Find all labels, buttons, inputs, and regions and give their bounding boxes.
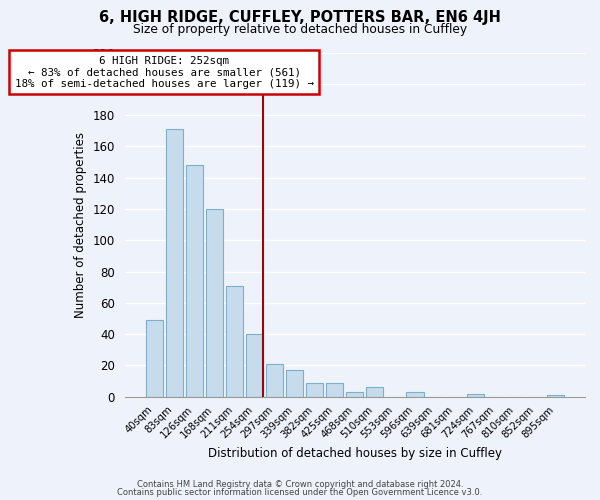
Bar xyxy=(306,382,323,397)
Bar xyxy=(166,129,182,397)
Bar xyxy=(406,392,424,397)
X-axis label: Distribution of detached houses by size in Cuffley: Distribution of detached houses by size … xyxy=(208,447,502,460)
Bar xyxy=(146,320,163,397)
Bar xyxy=(346,392,364,397)
Y-axis label: Number of detached properties: Number of detached properties xyxy=(74,132,87,318)
Text: 6 HIGH RIDGE: 252sqm
← 83% of detached houses are smaller (561)
18% of semi-deta: 6 HIGH RIDGE: 252sqm ← 83% of detached h… xyxy=(14,56,314,89)
Bar xyxy=(206,209,223,397)
Bar xyxy=(185,165,203,397)
Bar xyxy=(286,370,303,397)
Text: Contains HM Land Registry data © Crown copyright and database right 2024.: Contains HM Land Registry data © Crown c… xyxy=(137,480,463,489)
Bar xyxy=(547,395,564,397)
Bar xyxy=(467,394,484,397)
Text: 6, HIGH RIDGE, CUFFLEY, POTTERS BAR, EN6 4JH: 6, HIGH RIDGE, CUFFLEY, POTTERS BAR, EN6… xyxy=(99,10,501,25)
Bar xyxy=(266,364,283,397)
Bar xyxy=(226,286,243,397)
Bar xyxy=(326,382,343,397)
Text: Size of property relative to detached houses in Cuffley: Size of property relative to detached ho… xyxy=(133,22,467,36)
Bar xyxy=(367,388,383,397)
Bar xyxy=(246,334,263,397)
Text: Contains public sector information licensed under the Open Government Licence v3: Contains public sector information licen… xyxy=(118,488,482,497)
